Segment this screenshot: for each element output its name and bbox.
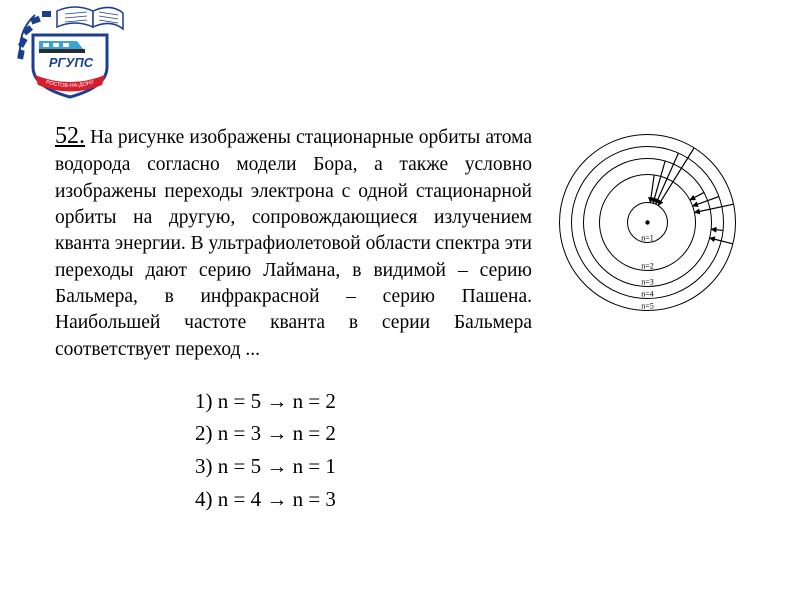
answer-list: 1) n = 5 → n = 2 2) n = 3 → n = 2 3) n =…: [195, 385, 745, 515]
svg-text:n=5: n=5: [641, 302, 654, 311]
bohr-orbit-diagram: n=1 n=2 n=3 n=4 n=5: [550, 125, 745, 320]
question-text: 52. На рисунке изображены стационарные о…: [55, 120, 532, 363]
svg-text:n=2: n=2: [641, 262, 654, 271]
answer-option: 1) n = 5 → n = 2: [195, 385, 745, 418]
logo-abbrev: РГУПС: [49, 55, 94, 70]
answer-option: 3) n = 5 → n = 1: [195, 450, 745, 483]
answer-option: 2) n = 3 → n = 2: [195, 417, 745, 450]
svg-text:n=3: n=3: [641, 278, 654, 287]
svg-text:n=1: n=1: [641, 234, 654, 243]
university-logo: РГУПС РОСТОВ-НА-ДОНУ: [15, 5, 125, 100]
svg-text:n=4: n=4: [641, 290, 654, 299]
question-number: 52.: [55, 123, 85, 149]
question-body: На рисунке изображены стационарные орбит…: [55, 127, 532, 360]
answer-option: 4) n = 4 → n = 3: [195, 483, 745, 516]
question-block: 52. На рисунке изображены стационарные о…: [55, 120, 745, 515]
